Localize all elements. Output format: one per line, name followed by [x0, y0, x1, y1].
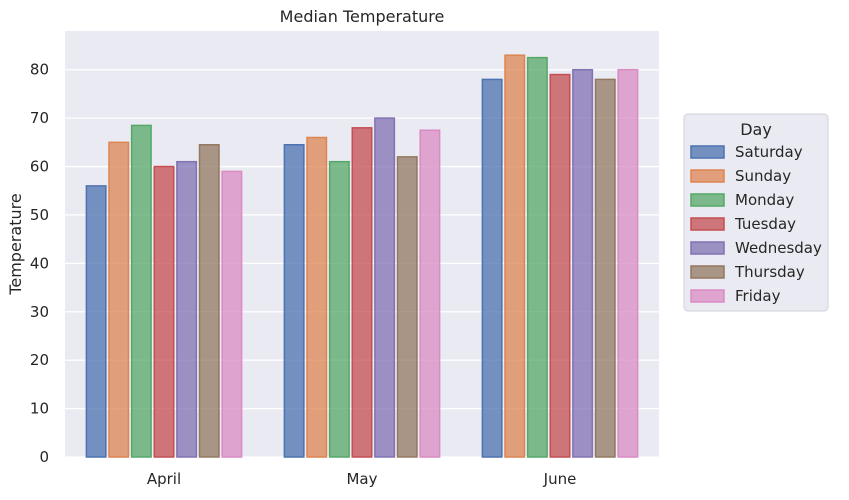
legend-items: Saturday Sunday Monday Tuesday Wednesday Thur… — [690, 143, 822, 305]
legend-label-thursday: Thursday — [734, 263, 805, 281]
bar-april-tuesday — [153, 165, 175, 458]
y-tick-label: 20 — [30, 351, 49, 369]
legend-label-friday: Friday — [735, 287, 781, 305]
legend-title: Day — [740, 120, 772, 139]
bars — [85, 54, 639, 458]
y-tick-label: 30 — [30, 303, 49, 321]
bar-may-saturday — [283, 144, 305, 458]
bar-april-monday — [130, 124, 152, 458]
bar-may-thursday — [396, 156, 418, 458]
bar-june-saturday — [481, 78, 503, 458]
y-tick-label: 0 — [39, 448, 49, 466]
x-tick-label: April — [147, 470, 181, 488]
legend-swatch-friday — [690, 289, 725, 303]
y-tick-label: 40 — [30, 254, 49, 272]
y-tick-label: 10 — [30, 400, 49, 418]
bar-june-monday — [526, 56, 548, 458]
legend-swatch-wednesday — [690, 241, 725, 255]
bar-may-friday — [419, 129, 441, 458]
legend-swatch-thursday — [690, 265, 725, 279]
legend-label-saturday: Saturday — [735, 143, 803, 161]
bar-june-wednesday — [572, 68, 594, 458]
legend-swatch-saturday — [690, 145, 725, 159]
bar-may-wednesday — [374, 117, 396, 458]
bar-june-friday — [617, 68, 639, 458]
x-tick-label: May — [346, 470, 377, 488]
bar-may-monday — [328, 160, 350, 458]
legend: Day Saturday Sunday Monday Tuesday Wednesday… — [683, 113, 829, 312]
bar-april-saturday — [85, 185, 107, 458]
legend-swatch-sunday — [690, 169, 725, 183]
legend-box — [683, 113, 829, 312]
x-tick-labels: April May June — [147, 470, 576, 488]
y-axis-label: Temperature — [6, 193, 25, 295]
legend-swatch-tuesday — [690, 217, 725, 231]
y-tick-label: 60 — [30, 158, 49, 176]
y-tick-label: 80 — [30, 61, 49, 79]
bar-may-tuesday — [351, 127, 373, 458]
bar-april-wednesday — [176, 160, 198, 458]
bar-april-thursday — [198, 144, 220, 458]
bar-june-thursday — [594, 78, 616, 458]
legend-label-tuesday: Tuesday — [734, 215, 796, 233]
y-tick-labels: 0 10 20 30 40 50 60 70 80 — [30, 61, 49, 466]
y-tick-label: 50 — [30, 206, 49, 224]
bar-may-sunday — [306, 136, 328, 458]
bar-april-sunday — [108, 141, 130, 458]
x-tick-label: June — [543, 470, 577, 488]
legend-label-wednesday: Wednesday — [735, 239, 822, 257]
y-tick-label: 70 — [30, 109, 49, 127]
legend-label-monday: Monday — [735, 191, 794, 209]
bar-june-tuesday — [549, 73, 571, 458]
legend-swatch-monday — [690, 193, 725, 207]
chart-title: Median Temperature — [280, 7, 445, 26]
bar-june-sunday — [504, 54, 526, 458]
legend-label-sunday: Sunday — [735, 167, 791, 185]
bar-april-friday — [221, 170, 243, 458]
